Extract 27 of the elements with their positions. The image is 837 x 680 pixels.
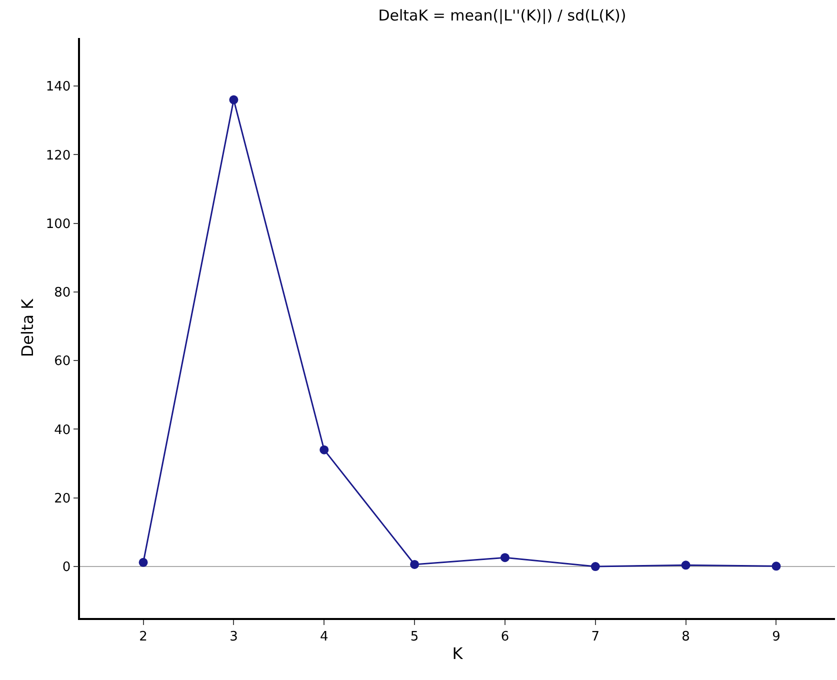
- y-tick-label: 20: [54, 491, 71, 506]
- x-tick-label: 2: [139, 630, 148, 645]
- x-tick-label: 5: [410, 630, 419, 645]
- y-tick-label: 40: [54, 422, 71, 438]
- x-tick-label: 3: [230, 630, 238, 645]
- y-tick-label: 120: [46, 148, 71, 164]
- point: [590, 562, 600, 572]
- y-tick-label: 100: [46, 216, 71, 232]
- point: [681, 560, 690, 570]
- x-tick-label: 6: [500, 630, 510, 645]
- point: [410, 560, 420, 569]
- chart-title: DeltaK = mean(|L''(K)|) / sd(L(K)): [378, 6, 626, 25]
- point: [500, 553, 510, 562]
- y-axis-title: Delta K: [18, 298, 38, 358]
- x-axis-title: K: [452, 644, 464, 663]
- point: [229, 95, 238, 104]
- y-tick-label: 140: [46, 80, 71, 95]
- x-tick-label: 4: [320, 630, 328, 645]
- y-tick-label: 80: [54, 286, 71, 301]
- y-tick-label: 0: [62, 560, 71, 576]
- point: [772, 562, 781, 571]
- point: [138, 558, 148, 567]
- point: [320, 445, 329, 454]
- x-tick-label: 9: [772, 630, 780, 645]
- x-tick-label: 8: [682, 630, 690, 645]
- x-tick-label: 7: [591, 630, 600, 645]
- y-tick-label: 60: [54, 354, 71, 370]
